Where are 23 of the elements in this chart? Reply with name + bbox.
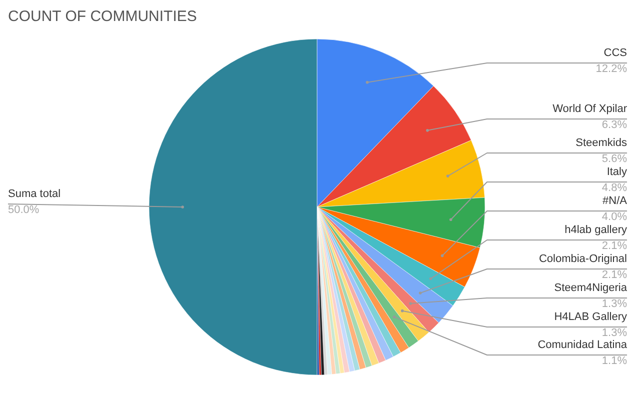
data-label: 4.8%	[602, 182, 628, 194]
chart-title: COUNT OF COMMUNITIES	[8, 8, 197, 25]
data-label: 1.3%	[602, 298, 628, 310]
slice-label: Colombia-Original	[538, 253, 627, 265]
data-label: 1.1%	[602, 355, 628, 367]
slice-label: CCS	[604, 47, 627, 59]
data-label: 5.6%	[602, 153, 628, 165]
data-label: 12.2%	[596, 63, 628, 75]
slice-label: Steem4Nigeria	[554, 282, 628, 294]
data-label: 1.3%	[602, 327, 628, 339]
data-label: 4.0%	[602, 211, 628, 223]
slice-label: Suma total	[8, 188, 61, 200]
slice-label: World Of Xpilar	[552, 103, 628, 115]
slice-label: #N/A	[602, 195, 628, 207]
data-label: 2.1%	[602, 240, 628, 252]
slice-label: Steemkids	[576, 137, 628, 149]
data-label: 6.3%	[602, 119, 628, 131]
data-label: 50.0%	[8, 204, 40, 216]
slice-label: h4lab gallery	[564, 224, 628, 236]
slice-label: H4LAB Gallery	[554, 311, 628, 323]
slice-label: Italy	[606, 166, 628, 178]
slice-label: Comunidad Latina	[538, 339, 628, 351]
data-label: 2.1%	[602, 269, 628, 281]
